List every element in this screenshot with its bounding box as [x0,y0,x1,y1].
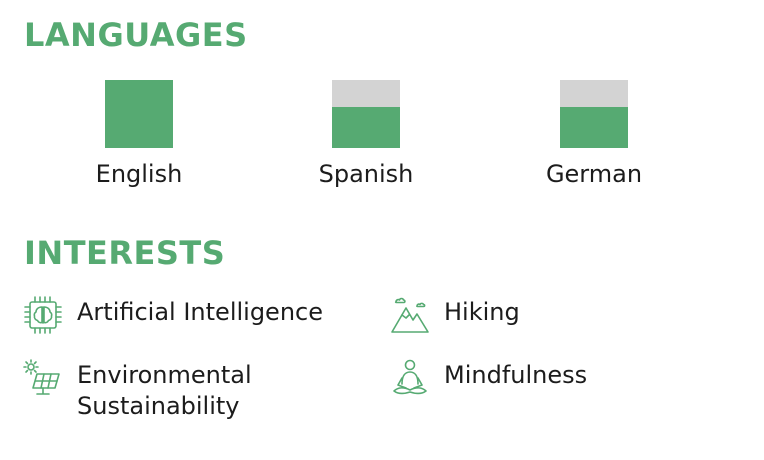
interest-label: Mindfulness [444,361,588,389]
interest-label: Environmental Sustainability [77,361,252,420]
meditation-icon [390,358,430,398]
interest-hiking: Hiking [390,295,520,335]
language-level-fill [105,80,173,148]
solar-panel-icon [23,358,63,398]
language-level-bar [560,80,628,148]
language-name: Spanish [318,160,414,188]
interest-mindfulness: Mindfulness [390,358,587,398]
interest-artificial-intelligence: Artificial Intelligence [23,295,323,335]
mountain-icon [390,295,430,335]
language-name: German [545,160,643,188]
interest-environmental-sustainability: Environmental Sustainability [23,358,252,422]
language-english: English [79,80,199,189]
interest-label: Artificial Intelligence [77,298,323,326]
language-german: German [534,80,654,189]
language-name: English [95,160,183,188]
language-level-fill [332,107,400,148]
interests-heading: INTERESTS [24,234,226,272]
ai-chip-icon [23,295,63,335]
language-level-fill [560,107,628,148]
language-spanish: Spanish [306,80,426,189]
language-level-bar [332,80,400,148]
languages-heading: LANGUAGES [24,16,248,54]
language-level-bar [105,80,173,148]
interest-label: Hiking [444,298,520,326]
